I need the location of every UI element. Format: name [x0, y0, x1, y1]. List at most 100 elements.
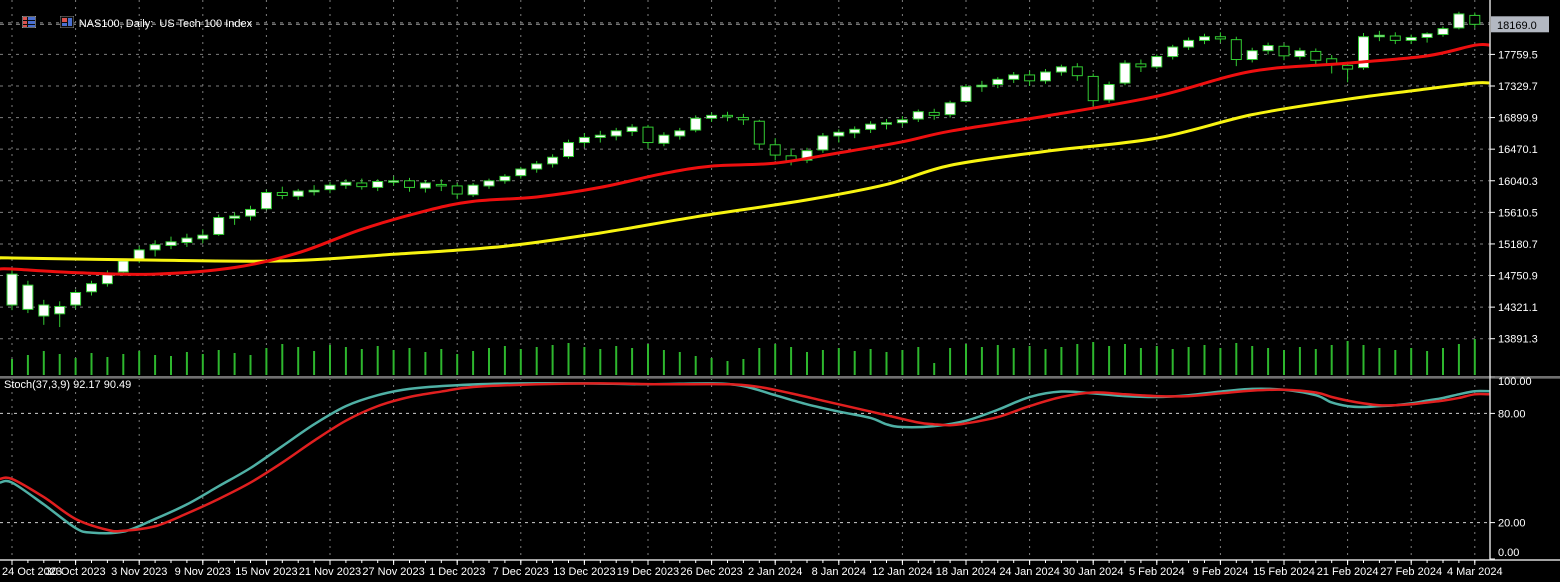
date-tick-label: 7 Dec 2023: [493, 566, 549, 578]
candle-bear: [1135, 59, 1147, 73]
candle-bear: [451, 182, 463, 200]
candle-bull: [149, 240, 161, 257]
candle-bull: [54, 301, 66, 328]
candle-bull: [801, 147, 813, 164]
candle-bull: [1040, 69, 1051, 84]
price-axis-labels: 17759.5 17329.7 16899.9 16470.1 16040.3 15610…: [1490, 49, 1538, 560]
candle-bull: [1199, 33, 1210, 45]
candle-bull: [1167, 44, 1179, 60]
date-tick-label: 24 Oct 2023: [2, 566, 62, 578]
candle-bull: [1437, 26, 1449, 37]
candle-bull: [245, 205, 256, 221]
date-tick-label: 27 Nov 2023: [362, 566, 424, 578]
price-tick-label: 15180.7: [1498, 239, 1538, 251]
price-tick-label: 16470.1: [1498, 144, 1538, 156]
price-tick-label: 13891.3: [1498, 334, 1538, 346]
candle-bull: [674, 127, 686, 140]
candle-bull: [912, 109, 924, 122]
date-tick-label: 15 Nov 2023: [235, 566, 297, 578]
date-tick-label: 9 Feb 2024: [1193, 566, 1249, 578]
candle-bull: [1151, 54, 1163, 70]
price-tick-label: 14750.9: [1498, 271, 1538, 283]
date-tick-label: 15 Feb 2024: [1253, 566, 1315, 578]
date-tick-label: 18 Jan 2024: [936, 566, 997, 578]
candle-bull: [229, 212, 241, 225]
date-tick-label: 8 Jan 2024: [812, 566, 866, 578]
price-tick-label: 14321.1: [1498, 302, 1538, 314]
quotes-table-icon: [4, 3, 37, 45]
candle-bull: [578, 133, 590, 147]
price-tick-label: 15610.5: [1498, 207, 1538, 219]
candle-bull: [817, 133, 829, 153]
candle-bear: [642, 124, 654, 149]
stoch-signal-line: [0, 382, 1491, 533]
candle-bull: [1055, 64, 1067, 76]
candle-bull: [1103, 81, 1115, 103]
candle-bear: [1230, 36, 1242, 67]
ma-fast-line: [0, 42, 1491, 276]
chart-window-icon: [41, 3, 75, 45]
candle-bull: [213, 214, 225, 236]
candle-bull: [992, 77, 1004, 89]
candle-bull: [1262, 42, 1274, 55]
date-tick-label: 2 Jan 2024: [748, 566, 802, 578]
candle-bull: [340, 179, 352, 189]
candle-bull: [896, 116, 908, 127]
candle-bear: [1469, 12, 1481, 28]
date-tick-label: 21 Nov 2023: [299, 566, 361, 578]
chart-title-bar: NAS100, Daily: US Tech 100 Index: [4, 3, 252, 45]
candle-bull: [594, 130, 606, 143]
candle-bull: [865, 121, 877, 134]
candle-bull: [165, 236, 177, 250]
candle-bull: [563, 139, 574, 159]
candle-bull: [499, 174, 511, 184]
indicator-name: Stoch(37,3,9): [4, 379, 71, 391]
indicator-tick-label: 80.00: [1498, 408, 1526, 420]
price-tick-label: 16040.3: [1498, 176, 1538, 188]
chart-title: NAS100, Daily: US Tech 100 Index: [78, 17, 253, 30]
candles-layer: [6, 11, 1481, 328]
candle-bear: [1087, 73, 1099, 106]
candle-bull: [1453, 11, 1465, 30]
candle-bull: [944, 100, 956, 118]
candle-bear: [753, 119, 765, 150]
indicator-label: Stoch(37,3,9) 92.17 90.49: [4, 379, 131, 392]
candle-bear: [276, 186, 288, 200]
indicator-tick-label: 0.00: [1498, 547, 1519, 559]
candle-bear: [435, 179, 447, 192]
date-tick-label: 12 Jan 2024: [872, 566, 933, 578]
candle-bull: [1421, 32, 1433, 43]
candle-bear: [769, 138, 781, 161]
date-tick-label: 4 Mar 2024: [1447, 566, 1503, 578]
candle-bull: [1008, 72, 1020, 84]
volume-layer: [11, 339, 1476, 375]
candle-bear: [1071, 63, 1083, 81]
candle-bull: [22, 280, 34, 314]
candle-bull: [260, 189, 272, 211]
candle-bull: [483, 178, 495, 189]
date-tick-label: 21 Feb 2024: [1317, 566, 1379, 578]
date-tick-label: 27 Feb 2024: [1380, 566, 1442, 578]
candle-bull: [324, 182, 336, 194]
indicator-signal-value: 90.49: [103, 379, 132, 391]
candle-bull: [658, 132, 670, 147]
current-price-value: 18169.0: [1497, 20, 1537, 32]
ma-slow-line: [0, 81, 1491, 263]
candle-bull: [515, 166, 527, 179]
date-tick-label: 30 Jan 2024: [1063, 566, 1124, 578]
candle-bull: [610, 127, 622, 141]
price-tick-label: 16899.9: [1498, 113, 1538, 125]
candle-bull: [1294, 47, 1306, 60]
price-tick-label: 17329.7: [1498, 81, 1538, 93]
candle-bear: [1310, 48, 1322, 66]
candle-bull: [70, 289, 82, 309]
candle-bull: [960, 84, 972, 103]
stoch-main-line: [0, 381, 1491, 535]
date-tick-label: 24 Jan 2024: [999, 566, 1060, 578]
candle-bull: [833, 129, 845, 143]
candle-bull: [197, 229, 209, 244]
candle-bull: [467, 182, 479, 197]
